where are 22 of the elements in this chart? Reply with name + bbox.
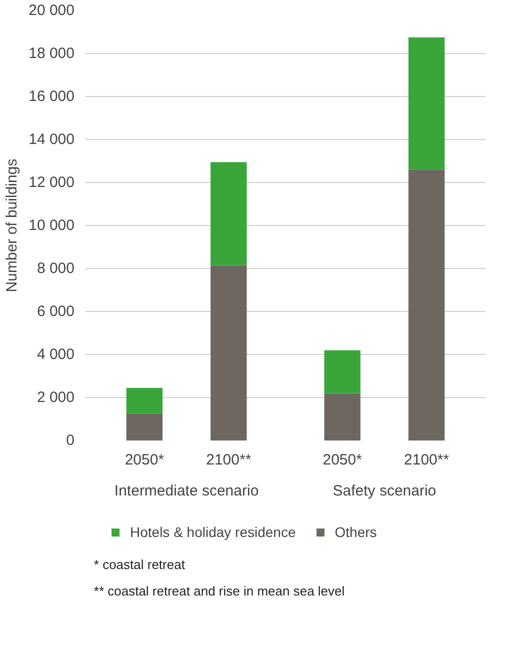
text: ** coastal retreat and rise in mean sea level — [94, 583, 345, 598]
x-tick-label: 2100** — [404, 452, 450, 468]
text: Safety scenario — [332, 482, 436, 500]
x-tick-label: 2100** — [206, 452, 252, 468]
text: * coastal retreat — [94, 556, 186, 572]
text: Intermediate scenario — [114, 482, 259, 500]
y-tick-label: 14 000 — [28, 131, 75, 148]
y-tick-label: 2 000 — [36, 389, 75, 406]
y-tick-label: 12 000 — [28, 174, 75, 191]
y-tick-label: 8 000 — [36, 260, 75, 277]
y-tick-label: 16 000 — [28, 88, 75, 105]
y-tick-label: 6 000 — [36, 303, 75, 320]
y-tick-label: 10 000 — [28, 217, 75, 234]
y-tick-label: 20 000 — [28, 2, 75, 19]
y-axis-title: Number of buildings — [4, 158, 21, 292]
x-tick-label: 2050* — [124, 452, 164, 468]
x-tick-label: 2050* — [322, 452, 362, 468]
legend-label: Hotels & holiday residence — [130, 524, 296, 540]
y-tick-label: 4 000 — [36, 346, 75, 363]
y-tick-label: 18 000 — [28, 45, 75, 62]
legend-label: Others — [334, 524, 377, 540]
y-tick-label: 0 — [66, 432, 74, 449]
